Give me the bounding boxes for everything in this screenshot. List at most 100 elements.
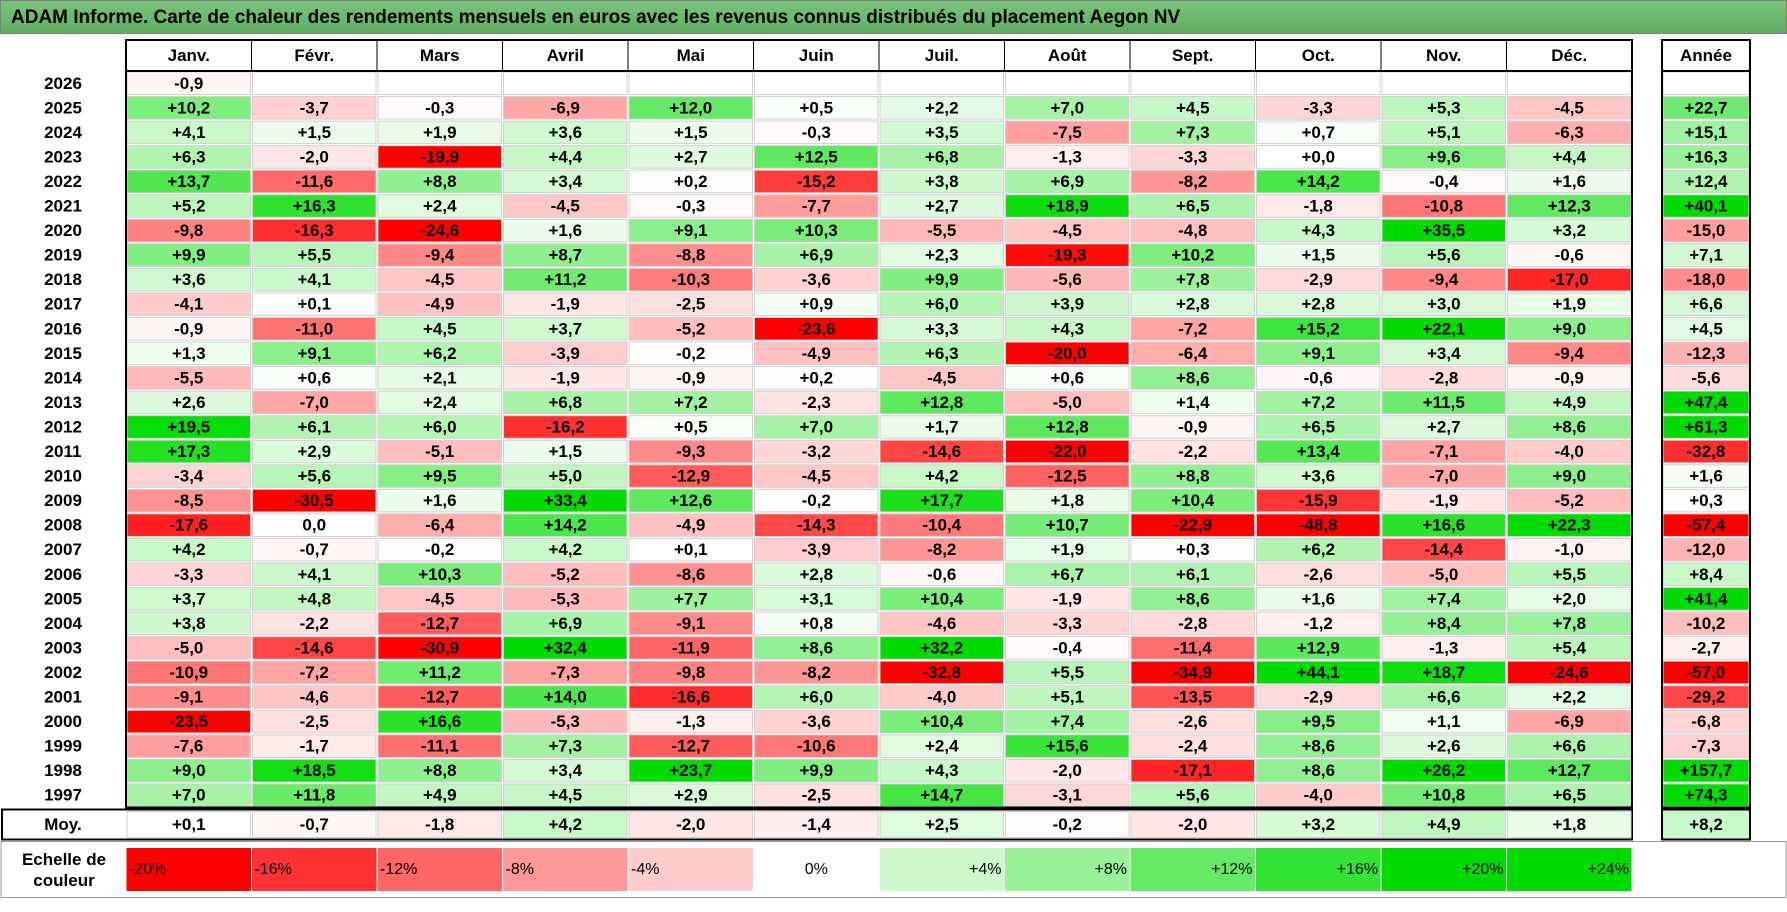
average-cell-value: +1,8 (1552, 815, 1586, 834)
heat-cell (1381, 709, 1506, 734)
heat-cell-value: -3,3 (174, 565, 203, 584)
heat-cell-value: +0,3 (1176, 540, 1210, 559)
average-cell (252, 811, 377, 838)
heat-cell-value: +0,2 (674, 172, 708, 191)
heat-cell-value: +10,3 (795, 221, 838, 240)
heat-cell (754, 169, 879, 194)
heat-cell-value: +1,1 (1427, 712, 1461, 731)
heat-cell (879, 218, 1004, 243)
heat-cell (754, 537, 879, 562)
heat-cell-value: -12,7 (420, 688, 459, 707)
average-annual-cell (1661, 808, 1751, 841)
heat-cell-value: -8,8 (676, 246, 705, 265)
heat-cell-value: +3,5 (925, 123, 959, 142)
heat-cell-value: +16,6 (418, 712, 461, 731)
heat-cell-value: -6,9 (1555, 712, 1584, 731)
heat-cell (628, 267, 753, 292)
heat-cell-value: +6,0 (925, 295, 959, 314)
heat-cell (1381, 513, 1506, 537)
heat-cell-value: -2,8 (1178, 614, 1207, 633)
heat-cell (879, 439, 1004, 464)
heat-cell-value: +17,7 (920, 491, 963, 510)
heat-cell-value: +10,7 (1046, 516, 1089, 535)
heat-cell-value: +22,1 (1422, 319, 1465, 338)
heat-cell-value: +9,0 (1552, 319, 1586, 338)
heat-cell-value: -4,5 (802, 467, 831, 486)
annual-grid-border (1661, 70, 1751, 809)
annual-cell-value: +12,4 (1684, 172, 1728, 191)
heat-cell-value: -10,6 (797, 737, 836, 756)
heat-cell-value: -3,3 (1053, 614, 1082, 633)
heat-cell (1130, 464, 1255, 488)
average-cell (1381, 811, 1506, 838)
heat-cell-value: +2,3 (925, 246, 959, 265)
heat-cell-value: -5,5 (174, 368, 203, 387)
heat-cell (1130, 366, 1255, 390)
heat-cell-value: -4,0 (1555, 442, 1584, 461)
heat-cell (879, 390, 1004, 415)
heat-cell (503, 709, 628, 734)
heat-cell-value: +6,8 (925, 147, 959, 166)
average-cell (1130, 811, 1255, 838)
heat-cell (754, 145, 879, 169)
year-label: 2019 (44, 246, 82, 265)
heat-cell (628, 390, 753, 415)
month-header-label: Juil. (925, 46, 959, 65)
heat-cell-value: -17,1 (1173, 761, 1212, 780)
heat-cell-value: -7,2 (300, 663, 329, 682)
heat-cell-value: +12,8 (920, 393, 963, 412)
heat-cell (628, 709, 753, 734)
average-cell (879, 811, 1004, 838)
heat-cell-value: -4,5 (1555, 98, 1584, 117)
year-label: 2009 (44, 491, 82, 510)
heat-cell-value: +0,5 (674, 417, 708, 436)
heat-cell (879, 562, 1004, 587)
heat-cell-value: +1,5 (548, 442, 582, 461)
heat-cell-value: +7,2 (674, 393, 708, 412)
legend-stop-label: +24% (1588, 861, 1629, 878)
heat-cell (377, 758, 502, 783)
heat-cell-value: -8,2 (802, 663, 831, 682)
heat-cell-value: -5,2 (551, 565, 580, 584)
heat-cell (628, 145, 753, 169)
heat-cell-value: +6,7 (1050, 565, 1084, 584)
heat-cell (754, 587, 879, 611)
heat-cell (1381, 660, 1506, 685)
annual-cell-value: +22,7 (1684, 98, 1727, 117)
heat-cell-value: -0,3 (802, 123, 831, 142)
heat-cell-value: -2,6 (1178, 712, 1207, 731)
heat-cell (628, 292, 753, 317)
heat-cell (1381, 218, 1506, 243)
average-cell (126, 811, 251, 838)
heat-cell-value: -1,9 (1429, 491, 1458, 510)
heat-cell-value: +7,3 (548, 737, 582, 756)
month-header-label: Nov. (1426, 46, 1462, 65)
heat-cell (1130, 194, 1255, 218)
heat-cell-value: +32,4 (544, 638, 588, 657)
legend-swatch (502, 847, 629, 892)
heat-cell (1130, 415, 1255, 439)
heat-cell-value: +2,7 (925, 197, 959, 216)
heat-cell-value: +4,1 (297, 270, 331, 289)
heat-cell (1256, 169, 1381, 194)
annual-cell-value: +41,4 (1684, 589, 1728, 608)
heat-cell-value: +1,9 (1552, 295, 1586, 314)
annual-cell-value: +61,3 (1684, 417, 1727, 436)
heat-cell (754, 685, 879, 709)
heat-cell-value: +4,1 (297, 565, 331, 584)
average-cell (1005, 811, 1130, 838)
heat-cell (503, 513, 628, 537)
heat-cell (377, 169, 502, 194)
heat-cell (1005, 439, 1130, 464)
heat-cell (754, 120, 879, 145)
average-cell-value: +0,1 (172, 815, 206, 834)
heat-cell (1005, 71, 1130, 96)
heat-cell-value: +3,9 (1050, 295, 1084, 314)
heat-cell (879, 366, 1004, 390)
heat-cell-value: +12,7 (1548, 761, 1591, 780)
heat-cell-value: -17,6 (169, 516, 208, 535)
year-label: 2004 (44, 614, 82, 633)
heat-cell (252, 71, 377, 96)
legend-swatch (251, 847, 378, 892)
